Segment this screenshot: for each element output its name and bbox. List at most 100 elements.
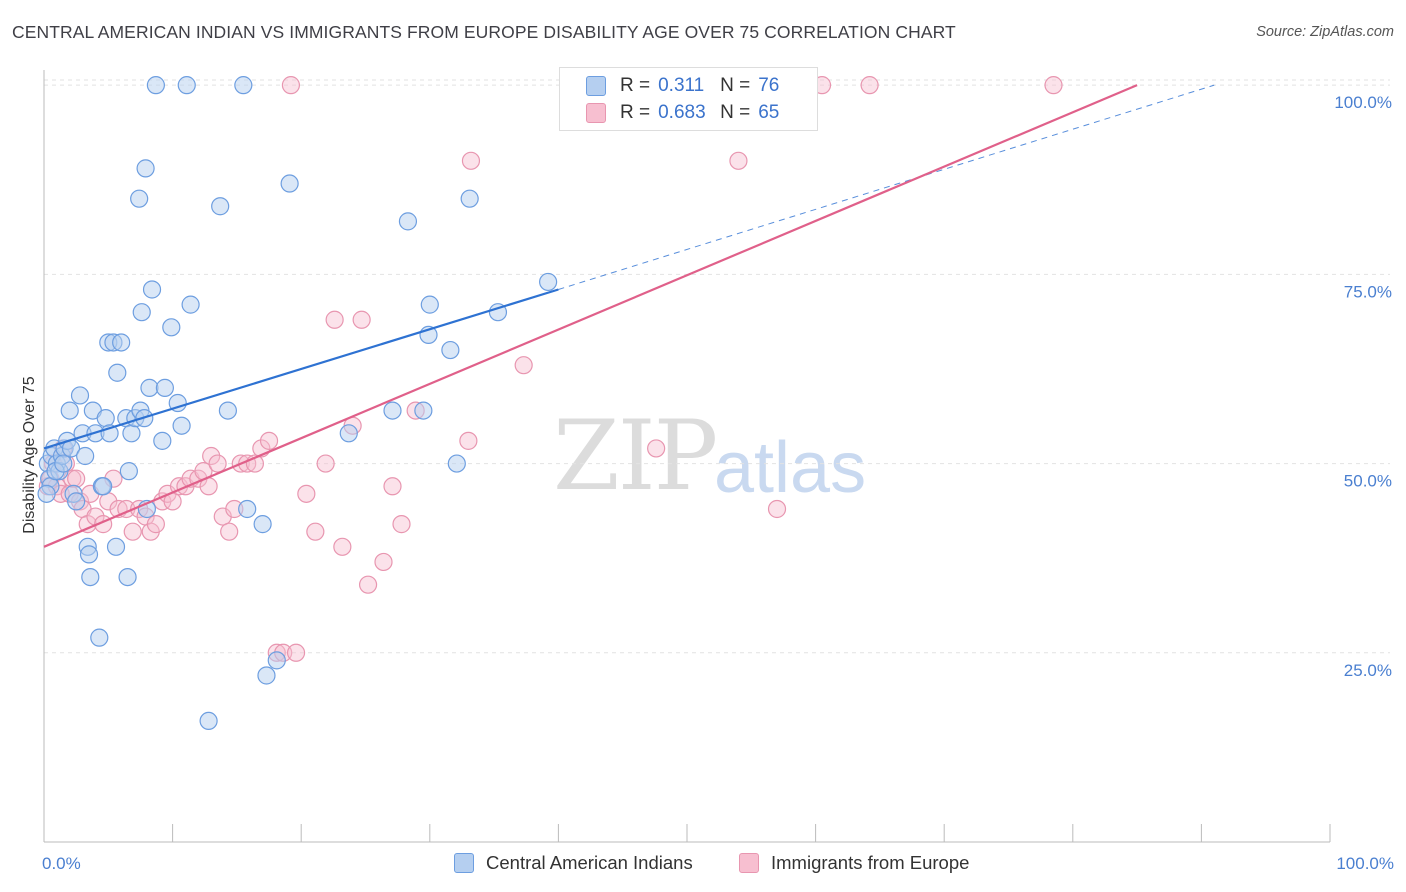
series-central-american-indians [37,76,558,731]
data-point-central-american-indians [155,378,174,397]
data-point-central-american-indians [383,401,402,420]
data-point-immigrants-from-europe [220,522,239,541]
data-point-immigrants-from-europe [333,537,352,556]
data-point-immigrants-from-europe [1044,76,1063,95]
legend-row-series1: R = 0.311 N = 76 [586,73,779,99]
data-point-immigrants-from-europe [392,515,411,534]
x-tick-label: 0.0% [42,854,81,873]
data-point-central-american-indians [199,711,218,731]
data-point-central-american-indians [70,386,90,405]
data-point-central-american-indians [172,416,191,435]
data-point-central-american-indians [257,666,276,685]
data-point-central-american-indians [146,76,165,95]
y-tick-label: 25.0% [1344,661,1392,680]
data-point-central-american-indians [142,280,162,299]
trendline-immigrants-from-europe [43,84,1138,548]
legend-n-label: N = [720,102,751,123]
data-point-central-american-indians [280,174,299,193]
data-point-central-american-indians [106,537,126,556]
watermark-zip: ZIP [553,400,718,512]
legend-label-series1: Central American Indians [486,852,693,873]
data-point-central-american-indians [67,492,86,511]
data-point-central-american-indians [339,424,358,443]
series-legend: Central American Indians Immigrants from… [0,852,1406,878]
data-point-central-american-indians [253,515,272,534]
data-point-immigrants-from-europe [647,439,666,458]
data-point-central-american-indians [37,484,56,503]
legend-n-value-series1: 76 [758,75,780,96]
data-point-central-american-indians [414,401,433,420]
data-point-central-american-indians [76,446,95,466]
data-point-immigrants-from-europe [461,151,481,170]
data-point-immigrants-from-europe [297,484,316,503]
data-point-central-american-indians [267,651,286,670]
data-point-immigrants-from-europe [729,151,748,170]
data-point-immigrants-from-europe [352,310,371,329]
data-point-immigrants-from-europe [316,454,335,473]
data-point-immigrants-from-europe [325,310,344,329]
watermark-atlas: atlas [714,428,867,508]
data-point-immigrants-from-europe [286,643,306,662]
gridlines [44,79,1390,654]
y-tick-label: 75.0% [1344,282,1392,301]
data-point-central-american-indians [132,303,151,322]
trendline-extension-central-american-indians [558,84,1215,290]
legend-n-label: N = [720,75,751,96]
data-point-central-american-indians [94,477,113,496]
stats-legend: R = 0.311 N = 76 R = 0.683 N = 65 [559,67,818,131]
data-point-central-american-indians [90,628,109,647]
data-point-central-american-indians [238,499,257,519]
data-point-central-american-indians [234,76,253,95]
legend-swatch-blue [454,853,474,873]
data-point-immigrants-from-europe [306,522,325,541]
data-point-central-american-indians [81,567,100,587]
data-point-immigrants-from-europe [514,356,533,375]
x-tick-label: 100.0% [1336,854,1394,873]
data-point-immigrants-from-europe [123,522,142,541]
data-point-central-american-indians [398,212,418,231]
data-point-immigrants-from-europe [281,76,301,95]
data-point-central-american-indians [441,340,460,360]
data-point-central-american-indians [211,197,230,216]
data-point-immigrants-from-europe [383,477,402,496]
legend-r-label: R = [620,102,651,123]
data-point-immigrants-from-europe [860,76,879,95]
series-immigrants-from-europe [38,76,1063,662]
legend-r-label: R = [620,75,651,96]
legend-n-value-series2: 65 [758,102,780,123]
tick-labels: 25.0% 50.0% 75.0% 100.0% 0.0% 100.0% [42,93,1394,873]
data-point-central-american-indians [218,401,237,420]
y-axis-label: Disability Age Over 75 [21,376,38,534]
legend-r-value-series2: 0.683 [658,102,706,123]
data-point-central-american-indians [136,159,155,178]
legend-swatch-pink [586,103,606,123]
y-tick-label: 100.0% [1334,93,1392,112]
data-point-central-american-indians [162,318,181,337]
chart-title: CENTRAL AMERICAN INDIAN VS IMMIGRANTS FR… [12,22,956,42]
data-point-central-american-indians [539,272,558,292]
data-point-central-american-indians [79,545,99,564]
data-point-central-american-indians [118,567,137,587]
data-point-immigrants-from-europe [358,575,378,594]
trendline-central-american-indians [43,288,559,450]
data-point-central-american-indians [153,431,172,450]
data-point-central-american-indians [130,189,149,208]
legend-swatch-blue [586,76,606,96]
legend-row-series2: R = 0.683 N = 65 [586,100,779,126]
data-point-central-american-indians [112,333,131,352]
data-point-central-american-indians [181,295,200,314]
data-point-immigrants-from-europe [202,446,221,466]
legend-item-immigrants-from-europe[interactable]: Immigrants from Europe [739,852,969,874]
data-point-immigrants-from-europe [259,431,279,450]
legend-swatch-pink [739,853,759,873]
data-point-immigrants-from-europe [146,515,165,534]
legend-item-central-american-indians[interactable]: Central American Indians [454,852,693,874]
data-point-central-american-indians [60,401,79,420]
data-point-immigrants-from-europe [767,499,787,519]
data-point-immigrants-from-europe [459,431,478,450]
trendlines [43,84,1215,548]
data-point-central-american-indians [177,76,196,95]
data-point-immigrants-from-europe [208,454,227,473]
data-point-central-american-indians [108,363,127,382]
